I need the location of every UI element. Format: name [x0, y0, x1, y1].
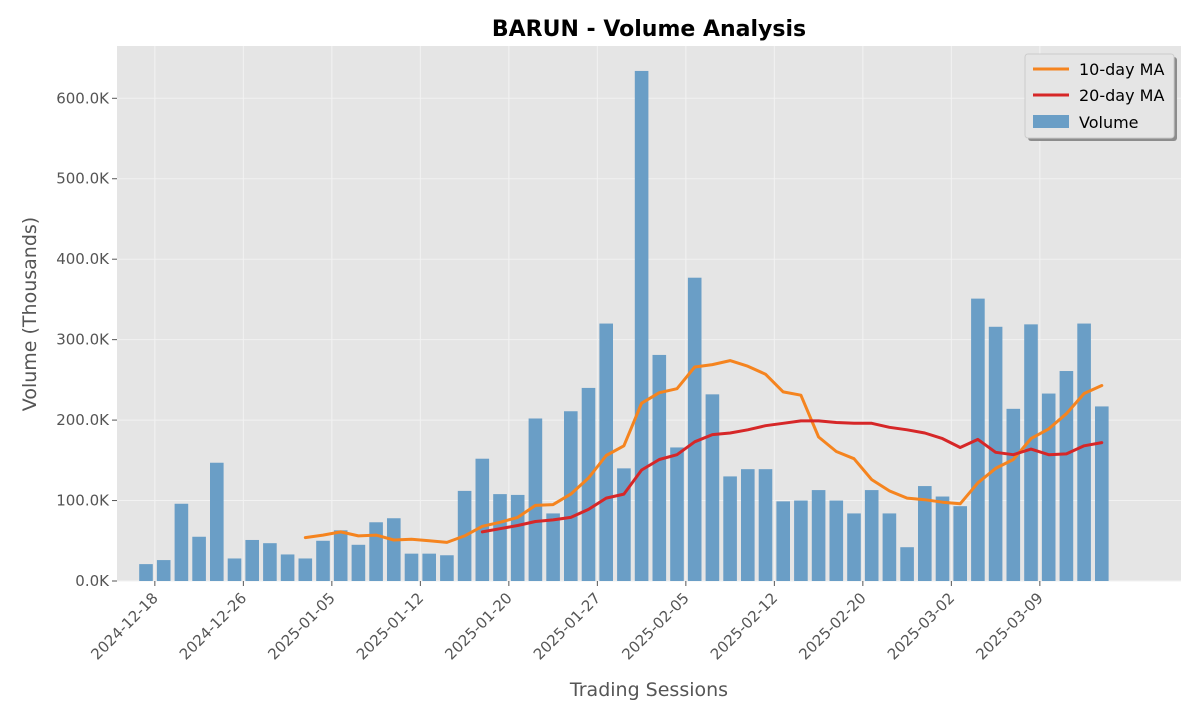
y-tick-label: 300.0K: [56, 331, 110, 349]
volume-bar: [988, 326, 1003, 581]
volume-bar: [333, 530, 348, 581]
volume-bar: [475, 458, 490, 581]
volume-bar: [599, 323, 613, 581]
volume-bar: [263, 543, 277, 581]
legend-label-ma10: 10-day MA: [1079, 60, 1164, 79]
volume-bar: [687, 277, 702, 581]
volume-bar: [847, 513, 861, 581]
volume-bar: [705, 394, 720, 581]
volume-bar: [387, 518, 401, 581]
volume-bar: [316, 540, 330, 581]
volume-bar: [918, 486, 932, 581]
volume-bar: [634, 70, 649, 581]
legend-label-volume: Volume: [1079, 113, 1139, 132]
volume-bar: [811, 490, 826, 581]
x-tick-label: 2024-12-26: [176, 589, 250, 663]
moving-average-lines: [303, 359, 1104, 544]
chart-title: BARUN - Volume Analysis: [492, 17, 806, 42]
volume-bar: [581, 387, 596, 581]
volume-bar: [174, 503, 189, 581]
volume-bar: [829, 500, 844, 581]
volume-bar: [1059, 371, 1074, 581]
volume-bar: [298, 558, 313, 581]
x-tick-label: 2025-03-02: [884, 589, 958, 663]
volume-bar: [528, 418, 543, 581]
volume-bar: [864, 490, 879, 581]
volume-bar: [723, 476, 737, 581]
x-tick-label: 2025-02-05: [618, 589, 692, 663]
y-tick-label: 400.0K: [56, 250, 110, 268]
volume-bar: [1077, 323, 1091, 581]
volume-bar: [1041, 393, 1056, 581]
x-tick-label: 2025-01-27: [530, 589, 604, 663]
volume-bar: [139, 564, 153, 581]
y-axis-label: Volume (Thousands): [19, 217, 41, 411]
volume-bar: [776, 501, 790, 581]
y-tick-label: 600.0K: [56, 89, 110, 107]
volume-bar: [741, 469, 755, 581]
volume-bar: [493, 494, 507, 581]
legend: 10-day MA 20-day MA Volume: [1024, 53, 1177, 141]
volume-bar: [440, 555, 454, 581]
volume-bar: [280, 554, 295, 581]
volume-bar: [564, 411, 578, 581]
x-tick-label: 2024-12-18: [87, 589, 161, 663]
x-tick-label: 2025-03-09: [972, 589, 1046, 663]
volume-bar: [404, 553, 419, 581]
volume-bar: [935, 496, 950, 581]
ma10-line: [303, 359, 1104, 544]
x-axis-label: Trading Sessions: [569, 679, 728, 701]
x-tick-label: 2025-02-20: [795, 589, 869, 663]
volume-bar: [245, 539, 259, 581]
x-tick-label: 2025-01-20: [441, 589, 515, 663]
volume-bar: [546, 513, 560, 581]
plot-background: [117, 46, 1181, 581]
volume-bar: [882, 513, 897, 581]
volume-bar: [156, 560, 171, 581]
volume-bar: [617, 468, 631, 581]
volume-bar: [670, 447, 684, 581]
y-tick-label: 200.0K: [56, 411, 110, 429]
y-axis: 0.0K 100.0K 200.0K 300.0K 400.0K 500.0K 600.0K: [56, 89, 117, 590]
volume-bar: [510, 494, 525, 581]
legend-label-ma20: 20-day MA: [1079, 86, 1164, 105]
legend-swatch-volume: [1033, 115, 1069, 128]
ma20-line: [480, 419, 1104, 534]
volume-bar: [794, 500, 808, 581]
volume-bar: [953, 506, 967, 581]
volume-bar: [900, 547, 914, 581]
y-tick-label: 0.0K: [75, 572, 110, 590]
volume-bar: [422, 553, 436, 581]
volume-bar: [351, 544, 366, 581]
volume-bar: [369, 522, 383, 581]
volume-bars: [139, 70, 1109, 581]
x-axis: 2024-12-18 2024-12-26 2025-01-05 2025-01-12…: [87, 581, 1047, 663]
x-tick-label: 2025-01-12: [353, 589, 427, 663]
volume-bar: [227, 558, 242, 581]
y-tick-label: 500.0K: [56, 170, 110, 188]
volume-bar: [210, 462, 224, 581]
x-tick-label: 2025-02-12: [707, 589, 781, 663]
volume-bar: [758, 469, 773, 581]
x-tick-label: 2025-01-05: [264, 589, 338, 663]
gridlines: [117, 46, 1181, 582]
volume-bar: [1024, 324, 1038, 581]
y-tick-label: 100.0K: [56, 492, 110, 510]
volume-bar: [1006, 408, 1021, 581]
volume-bar: [652, 354, 667, 581]
volume-bar: [192, 536, 206, 581]
volume-bar: [1095, 406, 1109, 581]
